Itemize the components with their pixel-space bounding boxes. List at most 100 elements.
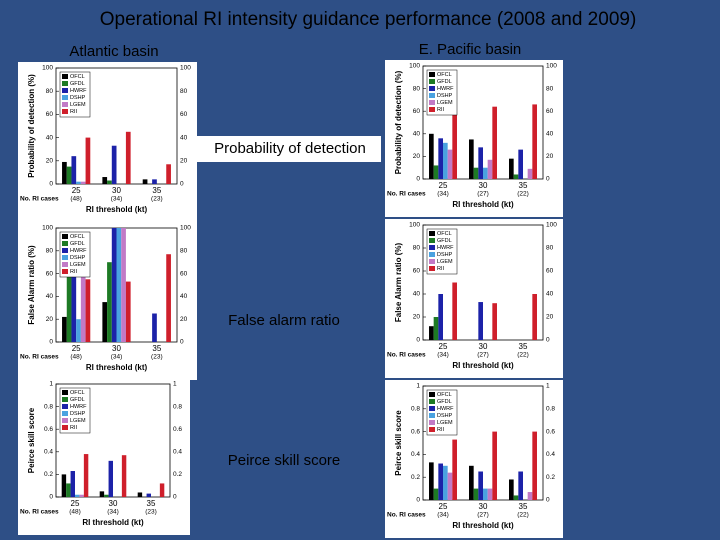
bar [492, 106, 497, 179]
y-tick-label: 20 [413, 314, 421, 321]
y-tick-label: 0.8 [44, 403, 53, 410]
y-tick-label-right: 60 [546, 108, 554, 115]
legend-label: RII [70, 425, 78, 431]
y-tick-label: 0 [416, 176, 420, 183]
legend-label: HWRF [437, 406, 454, 412]
legend-label: HWRF [70, 88, 87, 94]
x-tick-label: 35 [152, 186, 161, 195]
bar [447, 149, 453, 179]
bar [107, 262, 112, 342]
y-tick-label-right: 0 [546, 497, 550, 504]
legend-swatch [62, 102, 68, 107]
legend-swatch [429, 72, 435, 77]
x-tick-label: 30 [109, 499, 118, 508]
legend-swatch [429, 420, 435, 425]
y-tick-label-right: 1 [546, 383, 550, 390]
chart-panel [18, 378, 190, 535]
legend-swatch [429, 245, 435, 250]
legend-label: RII [437, 427, 445, 433]
y-axis-label: False Alarm ratio (%) [394, 243, 403, 323]
y-tick-label: 1 [416, 383, 420, 390]
bar [85, 279, 91, 342]
y-tick-label-right: 0.6 [546, 428, 555, 435]
bar [166, 164, 171, 184]
x-axis-label: RI threshold (kt) [86, 205, 148, 214]
y-tick-label-right: 0.4 [546, 451, 555, 458]
case-count: (34) [111, 196, 123, 203]
bar [443, 142, 448, 179]
bar [433, 317, 439, 340]
bar [71, 250, 77, 342]
legend-swatch [429, 100, 435, 105]
bar [452, 111, 457, 179]
case-count: (48) [70, 354, 82, 361]
y-tick-label: 80 [46, 248, 54, 255]
bar [80, 181, 86, 184]
y-tick-label: 60 [413, 268, 421, 275]
case-count: (34) [437, 352, 449, 359]
y-tick-label-right: 20 [180, 158, 188, 165]
x-tick-label: 30 [479, 502, 488, 511]
y-tick-label-right: 80 [546, 85, 554, 92]
legend-swatch [62, 241, 68, 246]
bar [111, 228, 117, 342]
bar [478, 471, 483, 500]
y-tick-label-right: 80 [180, 88, 188, 95]
bar [85, 137, 91, 184]
slide-title: Operational RI intensity guidance perfor… [100, 9, 637, 30]
y-tick-label-right: 100 [180, 225, 191, 232]
bar [70, 471, 75, 497]
y-tick-label: 1 [49, 381, 53, 388]
bar [478, 302, 483, 340]
y-tick-label-right: 60 [180, 270, 188, 277]
bar [62, 316, 67, 342]
legend-swatch [62, 81, 68, 86]
legend-label: LGEM [437, 420, 453, 426]
legend-box [426, 389, 458, 436]
bar [487, 488, 493, 500]
legend-label: OFCL [437, 392, 452, 398]
bar [62, 161, 67, 184]
case-count: (22) [517, 512, 529, 519]
bar [438, 294, 443, 340]
legend-swatch [429, 252, 435, 257]
legend-label: GFDL [70, 81, 85, 87]
legend-swatch [429, 231, 435, 236]
x-axis-label: RI threshold (kt) [82, 518, 144, 527]
y-tick-label: 80 [46, 88, 54, 95]
y-tick-label-right: 80 [180, 248, 188, 255]
bar [483, 167, 488, 179]
y-axis-label: Probability of detection (%) [27, 74, 36, 178]
legend-label: RII [70, 269, 78, 275]
y-tick-label: 60 [46, 270, 54, 277]
x-tick-label: 25 [439, 342, 448, 351]
bar [518, 471, 523, 500]
y-tick-label-right: 40 [180, 293, 188, 300]
y-tick-label: 100 [409, 63, 420, 70]
y-tick-label: 0.4 [411, 451, 420, 458]
y-tick-label-right: 60 [546, 268, 554, 275]
legend-label: HWRF [70, 248, 87, 254]
y-tick-label: 0.6 [411, 428, 420, 435]
y-tick-label-right: 0 [546, 337, 550, 344]
y-tick-label: 20 [413, 153, 421, 160]
y-tick-label-right: 40 [546, 291, 554, 298]
legend-label: LGEM [70, 262, 86, 268]
bar [438, 138, 443, 179]
y-tick-label-right: 40 [180, 134, 188, 141]
legend-swatch [429, 79, 435, 84]
y-tick-label: 0.4 [44, 449, 53, 456]
y-tick-label: 0.2 [44, 471, 53, 478]
bar [527, 492, 533, 500]
y-tick-label-right: 20 [180, 316, 188, 323]
y-tick-label-right: 0 [180, 339, 184, 346]
legend-label: RII [437, 107, 445, 113]
y-tick-label: 0 [49, 339, 53, 346]
bar [469, 465, 474, 500]
legend-label: LGEM [70, 102, 86, 108]
bar [79, 494, 84, 497]
x-tick-label: 30 [479, 181, 488, 190]
bar [125, 281, 131, 342]
legend-label: DSHP [70, 95, 86, 101]
x-tick-label: 25 [439, 181, 448, 190]
